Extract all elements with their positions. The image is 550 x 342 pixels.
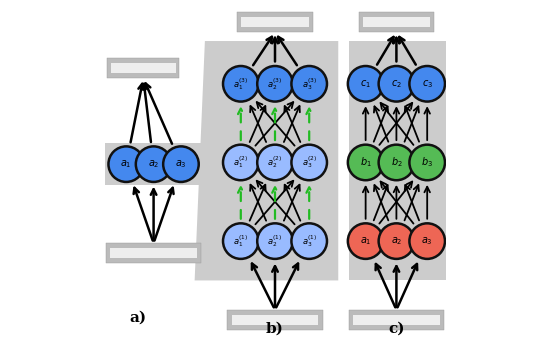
Ellipse shape <box>292 66 327 102</box>
Bar <box>353 315 439 325</box>
Text: $a_3^{(2)}$: $a_3^{(2)}$ <box>301 155 317 170</box>
Text: $c_3$: $c_3$ <box>422 78 433 90</box>
Text: a): a) <box>130 311 147 325</box>
Text: $a_2^{(2)}$: $a_2^{(2)}$ <box>267 155 283 170</box>
Bar <box>349 41 446 280</box>
Bar <box>359 12 434 32</box>
Ellipse shape <box>378 145 414 180</box>
Bar <box>105 143 202 185</box>
Bar <box>241 17 309 27</box>
Text: $a_2$: $a_2$ <box>148 158 160 170</box>
Ellipse shape <box>378 223 414 259</box>
Polygon shape <box>195 41 338 280</box>
Bar <box>362 17 430 27</box>
Ellipse shape <box>409 145 445 180</box>
Text: $a_1^{(3)}$: $a_1^{(3)}$ <box>233 76 249 92</box>
Text: $c_2$: $c_2$ <box>391 78 402 90</box>
Ellipse shape <box>292 223 327 259</box>
Text: $a_2^{(3)}$: $a_2^{(3)}$ <box>267 76 283 92</box>
Ellipse shape <box>348 145 383 180</box>
Ellipse shape <box>108 146 144 182</box>
Text: $a_1^{(1)}$: $a_1^{(1)}$ <box>233 233 249 249</box>
Ellipse shape <box>409 223 445 259</box>
Bar <box>238 12 312 32</box>
Bar <box>227 310 323 330</box>
Text: $a_2$: $a_2$ <box>390 235 402 247</box>
Ellipse shape <box>136 146 172 182</box>
Bar <box>111 64 175 74</box>
Ellipse shape <box>223 66 258 102</box>
Text: $a_3^{(3)}$: $a_3^{(3)}$ <box>301 76 317 92</box>
Ellipse shape <box>348 223 383 259</box>
Ellipse shape <box>378 66 414 102</box>
Text: $a_1^{(2)}$: $a_1^{(2)}$ <box>233 155 249 170</box>
Text: $a_1$: $a_1$ <box>360 235 371 247</box>
Ellipse shape <box>257 145 293 180</box>
Bar <box>107 58 179 78</box>
Ellipse shape <box>257 66 293 102</box>
Text: $b_3$: $b_3$ <box>421 156 433 169</box>
Text: $a_2^{(1)}$: $a_2^{(1)}$ <box>267 233 283 249</box>
Ellipse shape <box>348 66 383 102</box>
Text: c): c) <box>388 321 405 335</box>
Bar <box>349 310 444 330</box>
Text: b): b) <box>266 321 284 335</box>
Text: $b_2$: $b_2$ <box>390 156 402 169</box>
Text: $c_1$: $c_1$ <box>360 78 371 90</box>
Ellipse shape <box>257 223 293 259</box>
Text: $a_3$: $a_3$ <box>175 158 187 170</box>
Bar <box>111 248 197 258</box>
Text: $a_3$: $a_3$ <box>421 235 433 247</box>
Text: $a_1$: $a_1$ <box>120 158 132 170</box>
Ellipse shape <box>409 66 445 102</box>
Ellipse shape <box>163 146 199 182</box>
Text: $b_1$: $b_1$ <box>360 156 372 169</box>
Text: $a_3^{(1)}$: $a_3^{(1)}$ <box>301 233 317 249</box>
Ellipse shape <box>223 145 258 180</box>
Ellipse shape <box>223 223 258 259</box>
Bar <box>106 243 201 263</box>
Bar <box>232 315 318 325</box>
Ellipse shape <box>292 145 327 180</box>
